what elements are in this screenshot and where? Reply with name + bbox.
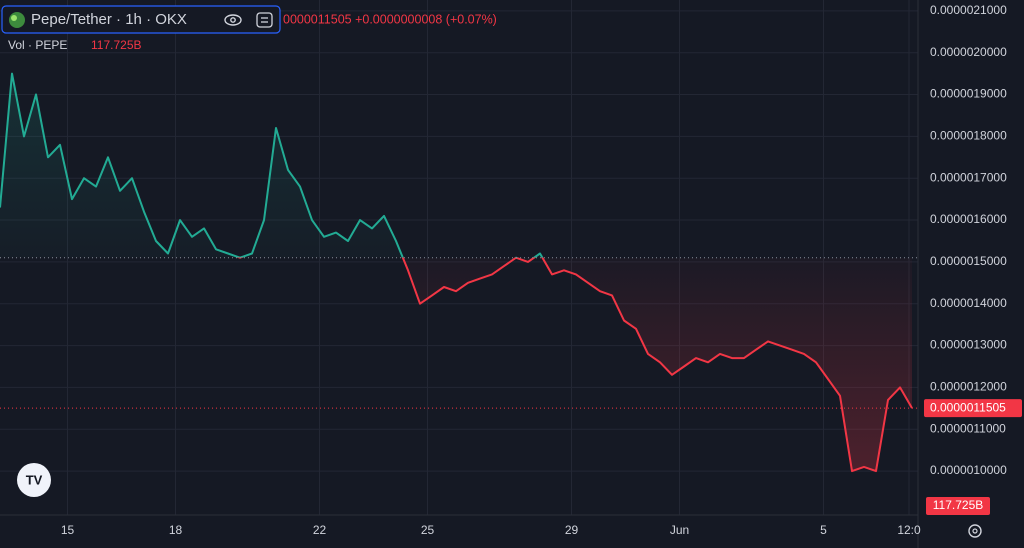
symbol-logo bbox=[9, 12, 25, 28]
volume-axis-label-box bbox=[926, 497, 990, 515]
y-tick-label: 0.0000014000 bbox=[930, 296, 1007, 310]
gear-icon[interactable] bbox=[968, 524, 982, 538]
y-tick-label: 0.0000010000 bbox=[930, 463, 1007, 477]
y-tick-label: 0.0000017000 bbox=[930, 170, 1007, 184]
plot bbox=[0, 72, 918, 473]
y-tick-label: 0.0000020000 bbox=[930, 45, 1007, 59]
symbol-title: Pepe/Tether · 1h · OKX bbox=[31, 11, 187, 28]
symbol-box[interactable] bbox=[1, 5, 281, 34]
volume-value: 117.725B bbox=[91, 38, 142, 52]
y-tick-label: 0.0000019000 bbox=[930, 87, 1007, 101]
x-tick-label: 22 bbox=[313, 523, 327, 537]
x-tick-label: 29 bbox=[565, 523, 579, 537]
quote: 0000011505 +0.0000000008 (+0.07%) bbox=[283, 12, 497, 26]
y-tick-label: 0.0000021000 bbox=[930, 3, 1007, 17]
y-tick-label: 0.0000013000 bbox=[930, 338, 1007, 352]
tradingview-logo[interactable]: TV bbox=[17, 463, 51, 497]
last-price-label: 0.0000011505 bbox=[930, 400, 1006, 414]
eye-icon[interactable] bbox=[224, 14, 242, 26]
x-tick-label: 18 bbox=[169, 523, 183, 537]
y-tick-label: 0.0000012000 bbox=[930, 380, 1007, 394]
last-price-box bbox=[924, 399, 1022, 418]
x-tick-label: 12:0 bbox=[897, 523, 921, 537]
x-tick-label: 25 bbox=[421, 523, 435, 537]
y-tick-label: 0.0000016000 bbox=[930, 212, 1007, 226]
x-tick-label: 15 bbox=[61, 523, 75, 537]
y-tick-label: 0.0000018000 bbox=[930, 129, 1007, 143]
volume-axis-label: 117.725B bbox=[933, 498, 984, 512]
symbol-logo bbox=[11, 15, 17, 21]
x-tick-label: 5 bbox=[820, 523, 827, 537]
axes: 0.0000010000 0.0000011000 0.0000012000 0.00… bbox=[61, 3, 1022, 537]
price-line bbox=[0, 72, 913, 473]
x-tick-label: Jun bbox=[670, 523, 689, 537]
svg-text:TV: TV bbox=[26, 472, 43, 487]
y-tick-label: 0.0000015000 bbox=[930, 254, 1007, 268]
volume-label: Vol · PEPE bbox=[8, 38, 67, 52]
y-tick-label: 0.0000011000 bbox=[930, 421, 1006, 435]
settings-icon[interactable] bbox=[256, 12, 273, 28]
area bbox=[0, 73, 912, 472]
